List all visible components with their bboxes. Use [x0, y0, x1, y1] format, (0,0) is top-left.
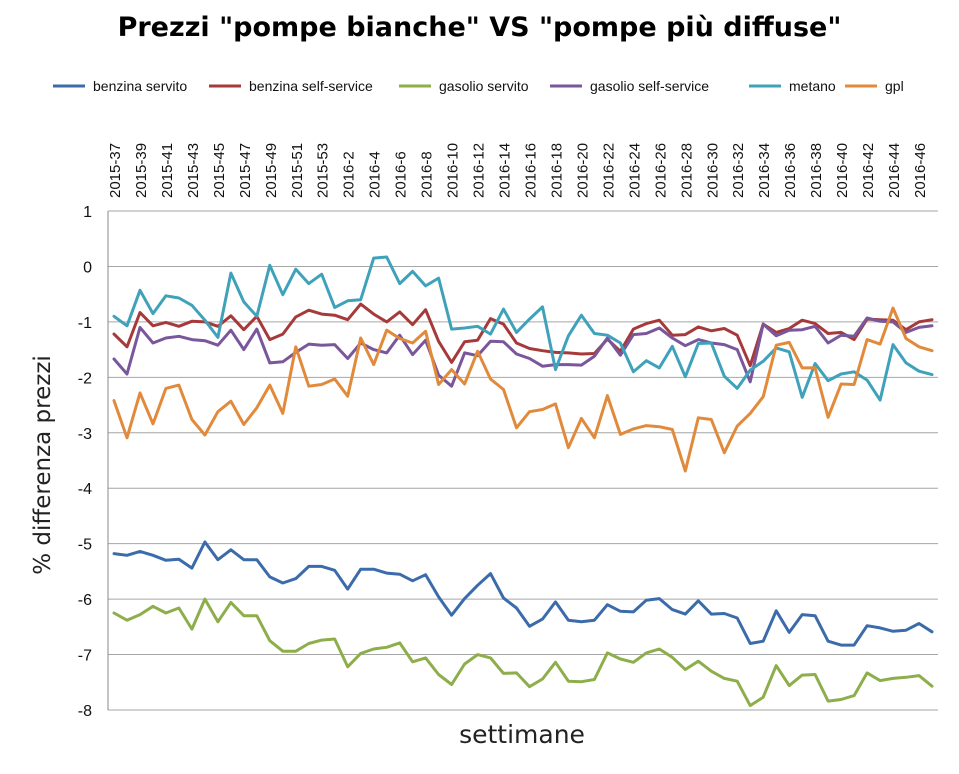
series-line-gasolio-self-service: [112, 316, 934, 388]
x-tick-label: 2016-36: [782, 143, 799, 198]
series-lines: [112, 255, 934, 708]
x-tick-label: 2016-4: [367, 151, 384, 198]
x-tick-label: 2016-10: [445, 143, 462, 198]
x-tick-label: 2016-2: [341, 151, 358, 198]
x-tick-label: 2016-46: [912, 143, 929, 198]
x-tick-label: 2016-16: [522, 143, 539, 198]
x-tick-label: 2016-28: [678, 143, 695, 198]
x-tick-label: 2015-51: [289, 143, 306, 198]
x-tick-label: 2016-8: [419, 151, 436, 198]
y-tick-label: -4: [78, 481, 92, 498]
y-tick-label: -6: [78, 592, 92, 609]
y-axis-tick-labels: 1 0 -1 -2 -3 -4 -5 -6 -7 -8: [78, 204, 92, 720]
y-tick-label: 1: [83, 204, 92, 221]
x-tick-label: 2016-30: [704, 143, 721, 198]
x-tick-label: 2016-44: [886, 143, 903, 198]
y-axis-label: % differenza prezzi: [30, 355, 56, 575]
x-tick-label: 2016-32: [730, 143, 747, 198]
x-tick-label: 2016-12: [471, 143, 488, 198]
x-tick-label: 2016-22: [600, 143, 617, 198]
x-tick-label: 2015-39: [133, 143, 150, 198]
series-line-gasolio-servito: [112, 597, 934, 708]
x-tick-label: 2016-18: [548, 143, 565, 198]
series-line-benzina-servito: [112, 540, 934, 647]
y-tick-label: -8: [78, 703, 92, 720]
x-tick-label: 2015-43: [185, 143, 202, 198]
x-tick-label: 2016-38: [808, 143, 825, 198]
x-axis-label: settimane: [459, 720, 585, 749]
legend-label: benzina servito: [93, 78, 187, 94]
legend-label: gpl: [885, 78, 904, 94]
legend: benzina servito benzina self-service gasol…: [53, 78, 904, 94]
x-tick-label: 2015-45: [211, 143, 228, 198]
x-tick-label: 2016-26: [652, 143, 669, 198]
y-tick-label: -2: [78, 370, 92, 387]
series-line-metano: [112, 255, 934, 402]
y-tick-label: -7: [78, 648, 92, 665]
x-tick-label: 2015-47: [237, 143, 254, 198]
legend-label: gasolio servito: [439, 78, 529, 94]
y-tick-label: -1: [78, 315, 92, 332]
x-tick-label: 2016-42: [860, 143, 877, 198]
x-tick-label: 2015-49: [263, 143, 280, 198]
legend-label: gasolio self-service: [590, 78, 709, 94]
x-tick-label: 2016-20: [574, 143, 591, 198]
y-tick-label: -3: [78, 426, 92, 443]
chart-title: Prezzi "pompe bianche" VS "pompe più dif…: [117, 12, 842, 43]
x-tick-label: 2016-34: [756, 143, 773, 198]
x-tick-label: 2015-53: [315, 143, 332, 198]
x-tick-label: 2016-14: [497, 143, 514, 198]
y-tick-label: 0: [83, 259, 92, 276]
series-line-benzina-self-service: [112, 302, 934, 368]
x-axis-tick-labels: 2015-37 2015-39 2015-41 2015-43 2015-45 2015-…: [107, 143, 929, 198]
x-tick-label: 2016-40: [834, 143, 851, 198]
x-tick-label: 2015-37: [107, 143, 124, 198]
y-tick-label: -5: [78, 537, 92, 554]
x-tick-label: 2015-41: [159, 143, 176, 198]
x-tick-label: 2016-24: [626, 143, 643, 198]
legend-label: benzina self-service: [249, 78, 373, 94]
x-tick-label: 2016-6: [393, 151, 410, 198]
legend-label: metano: [789, 78, 836, 94]
gridlines: [108, 210, 938, 711]
series-line-gpl: [112, 306, 934, 473]
